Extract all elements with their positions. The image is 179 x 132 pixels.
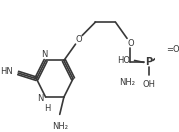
Text: N: N [42,50,48,59]
Text: HN: HN [1,67,13,76]
Text: OH: OH [142,80,155,89]
Text: HO: HO [117,56,130,65]
Text: H: H [44,104,50,113]
Text: NH₂: NH₂ [119,78,135,87]
Text: O: O [76,35,82,44]
Text: O: O [127,39,134,48]
Text: NH₂: NH₂ [52,122,68,131]
Text: N: N [38,94,44,103]
Text: =O: =O [166,45,179,54]
Text: P: P [145,57,152,67]
